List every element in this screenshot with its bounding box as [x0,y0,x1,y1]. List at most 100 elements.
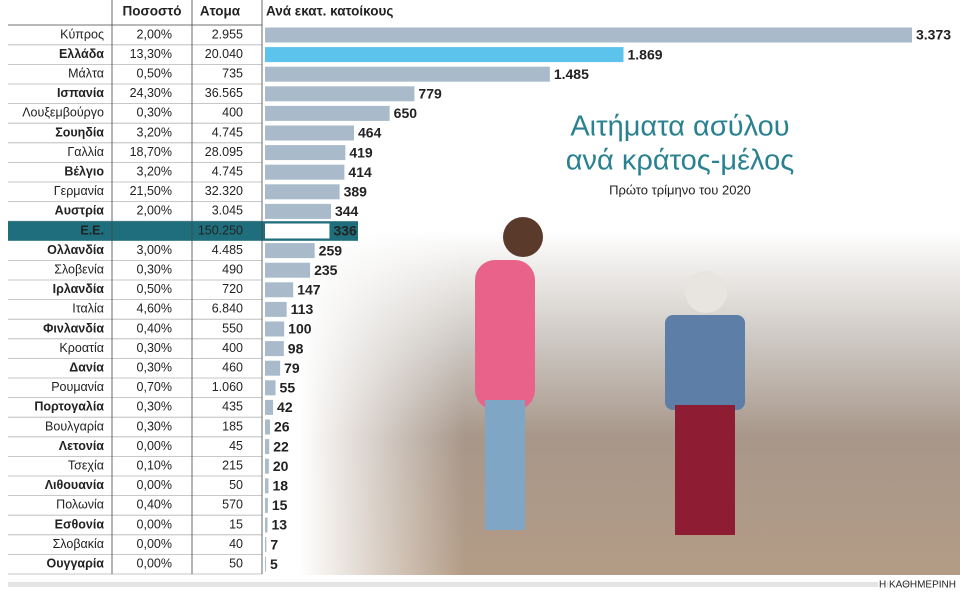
share-cell: 2,00% [137,204,172,218]
country-name: Τσεχία [68,458,104,472]
share-cell: 0,00% [137,556,172,570]
share-cell: 0,50% [137,282,172,296]
column-header: Ανά εκατ. κατοίκους [266,4,393,19]
country-name: Φινλανδία [43,321,104,335]
value-label: 1.485 [554,66,589,82]
country-name: Εσθονία [55,517,105,531]
value-label: 389 [344,184,368,200]
bar [265,341,284,357]
country-name: Ιταλία [72,302,104,316]
people-cell: 50 [229,478,243,492]
title-line: ανά κράτος-μέλος [566,145,794,177]
value-label: 79 [284,360,300,376]
bar [265,360,281,376]
value-label: 414 [348,164,372,180]
bar [265,184,340,200]
bar [265,47,624,63]
footer-bar [8,582,952,587]
share-cell: 0,10% [137,458,172,472]
value-label: 18 [272,478,288,494]
value-label: 26 [274,419,290,435]
share-cell: 0,30% [137,341,172,355]
bar [265,419,270,435]
bar [265,282,294,298]
bar [265,66,550,82]
bar [265,497,268,513]
value-label: 1.869 [628,46,663,62]
bar [265,164,345,180]
share-cell: 0,70% [137,380,172,394]
bar [265,458,269,474]
people-cell: 36.565 [205,86,243,100]
value-label: 5 [270,556,278,572]
value-label: 650 [394,105,418,121]
country-name: Σλοβενία [54,262,104,276]
value-label: 98 [288,340,304,356]
country-name: Κύπρος [60,27,104,41]
country-name: Ελλάδα [59,47,104,61]
bar [265,203,331,219]
country-name: Ρουμανία [51,380,104,394]
country-name: Αυστρία [55,204,105,218]
country-name: Σλοβακία [53,537,104,551]
people-cell: 185 [222,419,243,433]
value-label: 3.373 [916,27,951,43]
share-cell: 21,50% [130,184,172,198]
people-cell: 4.745 [212,125,243,139]
people-cell: 435 [222,400,243,414]
people-cell: 735 [222,66,243,80]
source: Η ΚΑΘΗΜΕΡΙΝΗ [879,580,956,591]
people-cell: 150.250 [198,223,243,237]
share-cell: 3,20% [137,164,172,178]
bar [265,223,330,239]
subtitle: Πρώτο τρίμηνο του 2020 [609,182,751,197]
people-cell: 28.095 [205,145,243,159]
country-name: Σουηδία [55,125,104,139]
country-name: Λουξεμβούργο [22,106,104,120]
value-label: 22 [273,438,289,454]
people-cell: 400 [222,341,243,355]
bar [265,262,311,278]
country-name: Ιρλανδία [53,282,105,296]
country-name: Λιθουανία [45,478,105,492]
title-line: Αιτήματα ασύλου [570,111,789,143]
table: Ποσοστό Ατομα Ανά εκατ. κατοίκους Κύπρος 2,0… [8,0,951,575]
share-cell: 0,30% [137,360,172,374]
people-cell: 4.745 [212,164,243,178]
bar [265,439,270,455]
bar [265,380,276,396]
value-label: 20 [273,458,289,474]
bar [265,537,267,553]
share-cell: 0,30% [137,106,172,120]
people-cell: 4.485 [212,243,243,257]
people-cell: 720 [222,282,243,296]
column-header: Ατομα [200,4,241,19]
people-cell: 460 [222,360,243,374]
people-cell: 550 [222,321,243,335]
country-name: Γαλλία [67,145,104,159]
bar [265,301,287,317]
country-name: Πολωνία [56,498,104,512]
bar [265,125,355,141]
source: Η ΚΑΘΗΜΕΡΙΝΗ [879,580,956,591]
value-label: 779 [418,86,442,102]
people-cell: 50 [229,556,243,570]
bar [265,105,390,121]
country-name: Λετονία [59,439,105,453]
share-cell: 0,40% [137,321,172,335]
people-cell: 15 [229,517,243,531]
share-cell: 0,30% [137,400,172,414]
people-cell: 6.840 [212,302,243,316]
country-name: Ισπανία [57,86,104,100]
people-cell: 490 [222,262,243,276]
people-cell: 2.955 [212,27,243,41]
share-cell: 18,70% [130,145,172,159]
share-cell: 3,20% [137,125,172,139]
bar [265,321,285,337]
value-label: 13 [271,517,287,533]
people-cell: 1.060 [212,380,243,394]
country-name: Βέλγιο [64,164,104,178]
share-cell: 24,30% [130,86,172,100]
value-label: 336 [333,223,357,239]
